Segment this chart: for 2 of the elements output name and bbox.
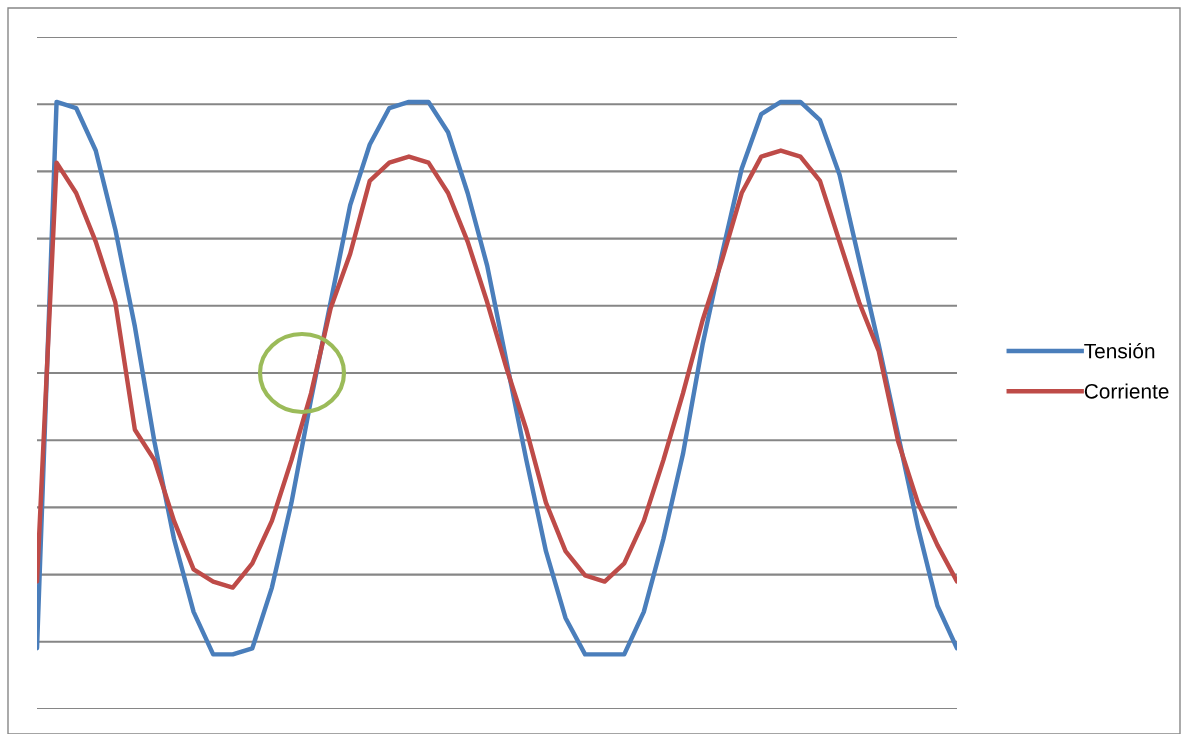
legend-label: Tensión	[1084, 342, 1155, 359]
legend-label: Corriente	[1084, 383, 1169, 399]
